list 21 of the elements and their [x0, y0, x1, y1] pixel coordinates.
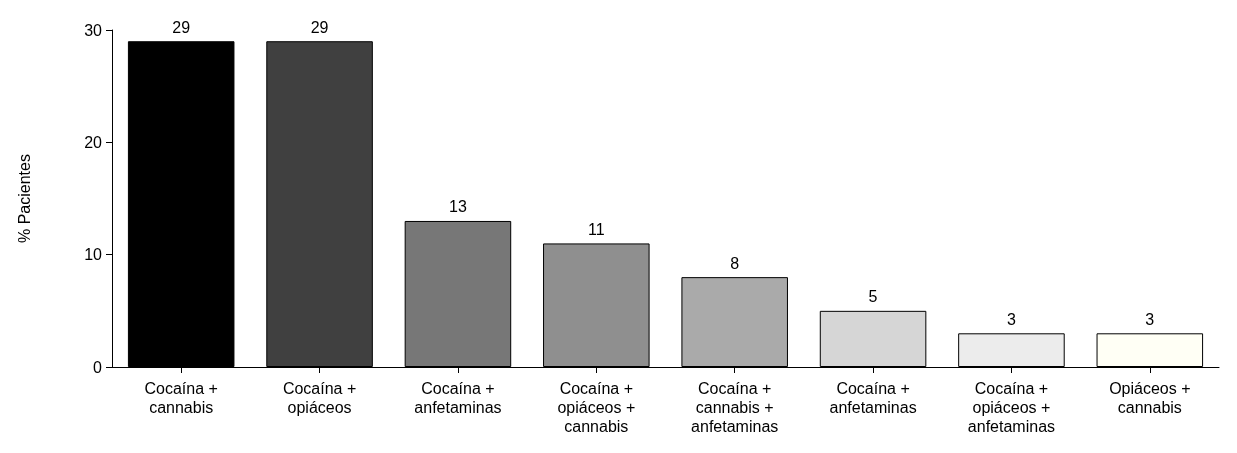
- x-tick-label: Opiáceos + cannabis: [1109, 380, 1191, 416]
- y-tick-label: 20: [84, 133, 103, 151]
- data-label: 29: [172, 18, 191, 36]
- data-label: 13: [449, 198, 467, 216]
- x-tick-label: Cocaína + opiáceos: [282, 380, 357, 416]
- y-tick-label: 0: [93, 358, 103, 376]
- y-tick-label: 10: [84, 246, 103, 264]
- data-label: 3: [1006, 310, 1016, 328]
- data-label: 3: [1145, 310, 1155, 328]
- data-label: 11: [588, 220, 605, 238]
- x-tick-label: Cocaína + opiáceos + anfetaminas: [967, 380, 1056, 435]
- x-tick-label: Cocaína + cannabis: [144, 380, 218, 416]
- x-tick-label: Cocaína + opiáceos + cannabis: [557, 380, 636, 435]
- data-label: 29: [310, 18, 329, 36]
- x-tick-label: Cocaína + cannabis + anfetaminas: [691, 380, 779, 435]
- y-axis-title: % Pacientes: [15, 154, 33, 243]
- x-tick-label: Cocaína + anfetaminas: [829, 380, 917, 416]
- data-label: 5: [868, 288, 878, 306]
- y-tick-label: 30: [84, 21, 103, 39]
- data-label: 8: [730, 254, 740, 272]
- x-tick-label: Cocaína + anfetaminas: [414, 380, 502, 416]
